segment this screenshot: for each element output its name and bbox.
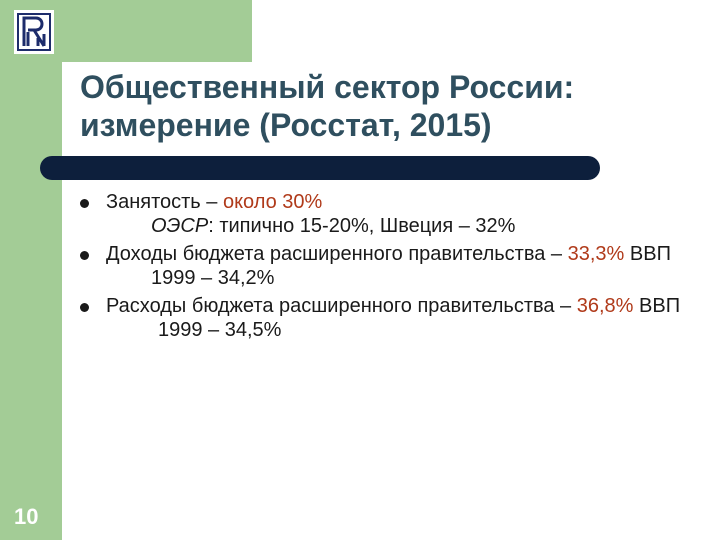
bullet-highlight: около 30%: [222, 191, 323, 213]
slide-title: Общественный сектор России: измерение (Р…: [80, 68, 680, 144]
bullet-text: Занятость –: [106, 191, 223, 213]
list-item: Расходы бюджета расширенного правительст…: [80, 294, 700, 342]
list-item: Доходы бюджета расширенного правительств…: [80, 242, 700, 290]
bullet-dot-icon: [80, 251, 89, 260]
bullet-sub-line: ОЭСР: типично 15-20%, Швеция – 32%: [106, 214, 700, 238]
bullet-sub-text: 1999 – 34,5%: [158, 319, 282, 341]
bullet-sub-text: 1999 – 34,2%: [151, 267, 275, 289]
bullet-highlight: 36,8%: [576, 295, 634, 317]
bullet-sub-text: : типично 15-20%, Швеция – 32%: [208, 215, 516, 237]
bullet-sub-line: 1999 – 34,2%: [106, 266, 700, 290]
slide-title-line-1: Общественный сектор России:: [80, 69, 575, 105]
side-accent-bar: [0, 0, 62, 540]
bullet-sub-italic: ОЭСР: [151, 215, 209, 237]
list-item: Занятость – около 30% ОЭСР: типично 15-2…: [80, 190, 700, 238]
bullet-highlight: 33,3%: [567, 243, 625, 265]
title-divider: [40, 156, 600, 180]
bullet-dot-icon: [80, 199, 89, 208]
bullet-text: Расходы бюджета расширенного правительст…: [106, 295, 577, 317]
slide-title-line-2: измерение (Росстат, 2015): [80, 107, 492, 143]
page-number: 10: [14, 504, 39, 529]
bullet-dot-icon: [80, 303, 89, 312]
bullet-after: ВВП: [633, 295, 681, 317]
bullet-list: Занятость – около 30% ОЭСР: типично 15-2…: [80, 190, 700, 346]
bullet-text: Доходы бюджета расширенного правительств…: [106, 243, 568, 265]
university-logo-icon: [14, 10, 54, 54]
bullet-sub-line: 1999 – 34,5%: [106, 318, 700, 342]
bullet-after: ВВП: [624, 243, 671, 265]
top-accent-block: [62, 0, 252, 62]
